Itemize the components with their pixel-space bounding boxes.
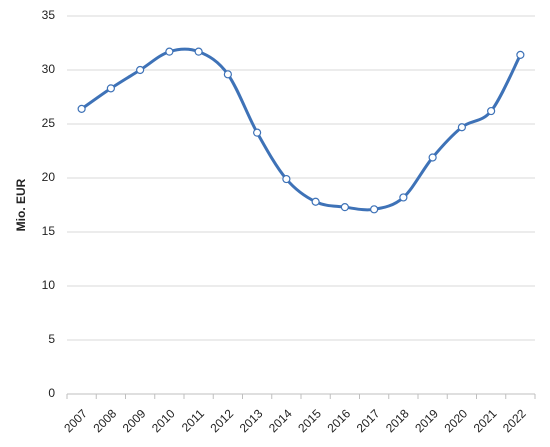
x-tick-label: 2015 — [295, 406, 324, 435]
y-tick-label: 25 — [42, 116, 56, 130]
marker — [253, 128, 262, 137]
marker — [136, 65, 145, 75]
marker — [77, 104, 86, 113]
marker — [370, 205, 379, 214]
marker — [487, 106, 496, 116]
marker — [399, 193, 408, 202]
y-tick-label: 35 — [42, 8, 56, 22]
marker — [457, 123, 466, 132]
x-tick-label: 2008 — [90, 406, 119, 435]
x-tick-label: 2013 — [237, 406, 266, 435]
y-tick-label: 0 — [48, 386, 55, 400]
y-tick-label: 5 — [48, 332, 55, 346]
y-tick-label: 10 — [42, 278, 56, 292]
x-tick-label: 2019 — [412, 406, 441, 435]
x-tick-label: 2016 — [324, 406, 353, 435]
y-tick-label: 15 — [42, 224, 56, 238]
marker — [194, 47, 203, 56]
x-tick-label: 2010 — [149, 406, 178, 435]
y-tick-label: 30 — [42, 62, 56, 76]
marker — [311, 197, 320, 206]
marker — [223, 70, 232, 79]
y-axis-label: Mio. EUR — [14, 178, 28, 231]
x-tick-label: 2022 — [500, 406, 529, 435]
x-tick-label: 2011 — [179, 406, 207, 434]
x-tick-label: 2014 — [266, 406, 295, 435]
x-tick-label: 2021 — [471, 406, 500, 435]
line — [80, 47, 522, 212]
x-tick-label: 2020 — [441, 406, 470, 435]
marker — [106, 84, 115, 93]
marker — [428, 153, 437, 162]
marker — [165, 47, 174, 56]
marker — [516, 50, 525, 59]
x-tick-label: 2012 — [207, 406, 236, 435]
marker — [340, 203, 349, 212]
x-tick-label: 2018 — [383, 406, 412, 435]
x-tick-label: 2009 — [120, 406, 149, 435]
x-tick-label: 2007 — [61, 406, 90, 435]
y-tick-label: 20 — [42, 170, 56, 184]
marker — [282, 174, 291, 184]
x-tick-label: 2017 — [354, 406, 383, 435]
